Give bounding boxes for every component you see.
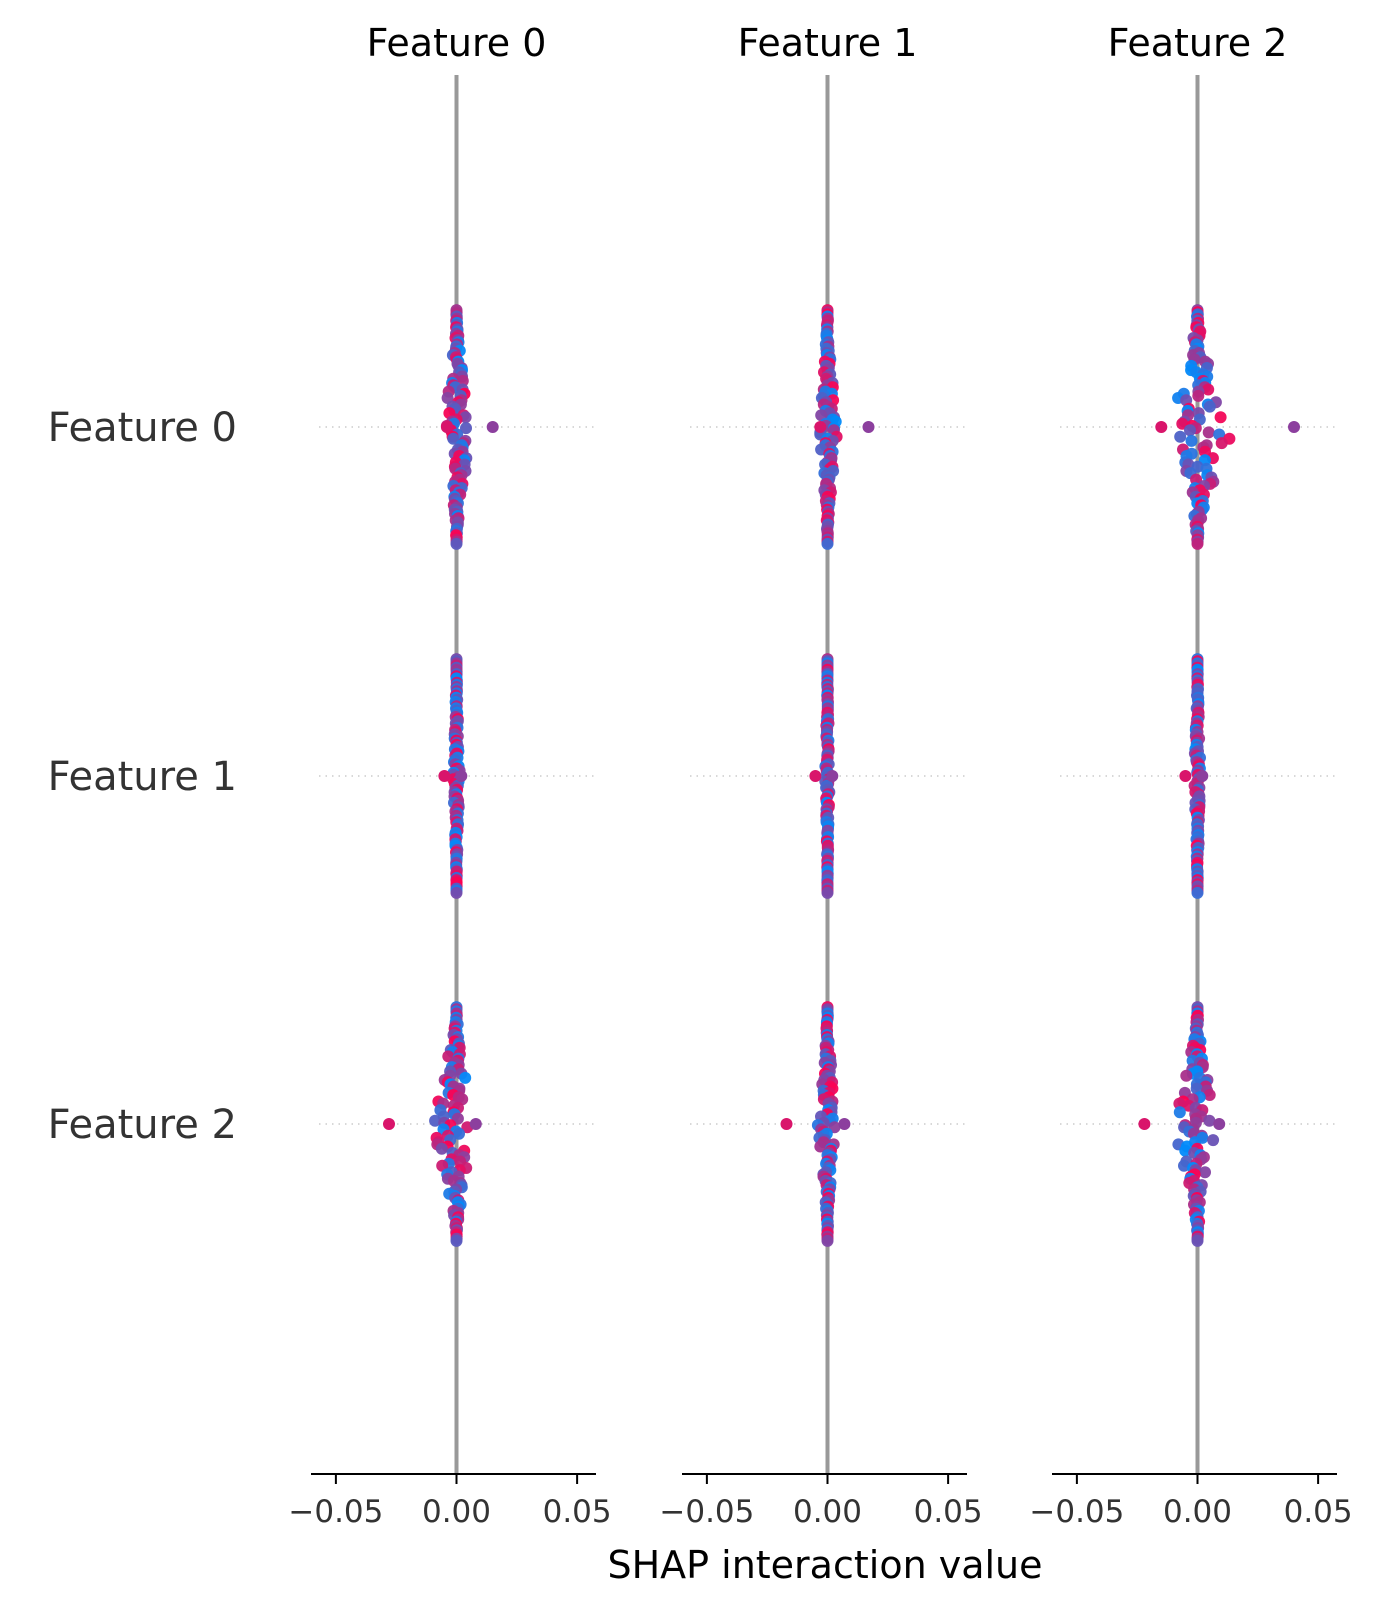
data-point — [1215, 437, 1228, 450]
data-point — [1202, 383, 1215, 396]
column-title-2: Feature 2 — [1108, 21, 1288, 65]
data-point — [821, 1234, 834, 1247]
data-point — [814, 1140, 827, 1153]
data-point — [838, 1118, 851, 1130]
data-point — [453, 1127, 465, 1140]
data-point — [460, 422, 472, 435]
row-label-1: Feature 1 — [48, 754, 237, 800]
x-axes: −0.05 0.00 0.05 −0.05 0.00 0.05 −0.05 0.00 0.05 — [288, 1473, 1353, 1530]
data-point — [1192, 389, 1205, 402]
data-point — [1203, 1089, 1216, 1101]
data-point — [1214, 411, 1227, 424]
data-point — [1196, 770, 1209, 782]
data-point — [447, 432, 460, 445]
data-point — [780, 1118, 793, 1130]
row-label-0: Feature 0 — [48, 405, 237, 451]
data-point — [1138, 1118, 1151, 1130]
data-points — [383, 304, 1300, 1247]
data-point — [438, 770, 451, 782]
x-axis-title: SHAP interaction value — [607, 1543, 1042, 1587]
data-point — [1155, 421, 1168, 433]
data-point — [1191, 537, 1204, 550]
x-tick-label: 0.00 — [422, 1494, 491, 1530]
data-point — [1180, 1069, 1193, 1082]
data-point — [1174, 430, 1187, 443]
data-point — [1202, 426, 1215, 439]
data-point — [809, 770, 822, 782]
data-point — [1191, 1234, 1204, 1247]
x-tick-label: −0.05 — [288, 1494, 383, 1530]
row-label-2: Feature 2 — [48, 1102, 237, 1148]
data-point — [1173, 1106, 1186, 1119]
data-point — [450, 537, 463, 550]
data-point — [1179, 770, 1192, 782]
data-point — [1213, 1118, 1226, 1130]
data-point — [1184, 424, 1196, 437]
data-point — [1178, 1159, 1190, 1172]
data-point — [450, 886, 463, 899]
x-tick-label: 0.05 — [1284, 1494, 1353, 1530]
x-tick-label: −0.05 — [1029, 1494, 1124, 1530]
data-point — [1185, 434, 1198, 447]
data-point — [455, 770, 468, 782]
column-title-0: Feature 0 — [367, 21, 547, 65]
row-labels: Feature 0 Feature 1 Feature 2 — [48, 405, 237, 1148]
data-point — [821, 537, 834, 550]
data-point — [862, 421, 875, 433]
data-point — [459, 1071, 472, 1084]
column-title-1: Feature 1 — [738, 21, 918, 65]
data-point — [814, 421, 827, 433]
column-titles: Feature 0 Feature 1 Feature 2 — [367, 21, 1288, 65]
x-tick-label: 0.00 — [793, 1494, 862, 1530]
data-point — [429, 1114, 442, 1127]
x-tick-label: 0.00 — [1163, 1494, 1232, 1530]
data-point — [1173, 1097, 1186, 1110]
x-tick-label: 0.05 — [543, 1494, 612, 1530]
data-point — [1203, 1114, 1216, 1127]
x-tick-label: 0.05 — [914, 1494, 983, 1530]
data-point — [435, 1142, 448, 1155]
data-point — [469, 1118, 482, 1130]
data-point — [440, 421, 453, 433]
data-point — [821, 886, 834, 899]
data-point — [1199, 1166, 1211, 1179]
data-point — [826, 770, 839, 782]
data-point — [1191, 886, 1204, 899]
data-point — [383, 1118, 395, 1130]
x-tick-label: −0.05 — [659, 1494, 754, 1530]
data-point — [486, 421, 499, 433]
data-point — [1203, 400, 1216, 413]
data-point — [450, 1234, 463, 1247]
data-point — [459, 411, 472, 424]
data-point — [1288, 421, 1300, 433]
data-point — [1207, 1134, 1220, 1147]
